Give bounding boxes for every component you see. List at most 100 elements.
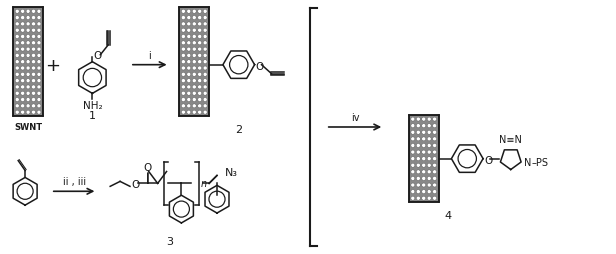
Circle shape — [181, 86, 185, 90]
Circle shape — [15, 23, 19, 27]
Circle shape — [427, 190, 431, 194]
Circle shape — [21, 98, 25, 102]
Circle shape — [192, 104, 197, 108]
Circle shape — [31, 60, 36, 65]
Circle shape — [21, 86, 25, 90]
Circle shape — [187, 111, 191, 115]
Circle shape — [411, 196, 415, 200]
Circle shape — [203, 79, 207, 83]
Circle shape — [432, 137, 437, 141]
Text: O: O — [94, 51, 102, 60]
Circle shape — [427, 150, 431, 154]
Circle shape — [181, 98, 185, 102]
Bar — [14, 8, 43, 117]
Circle shape — [192, 67, 197, 71]
Circle shape — [15, 29, 19, 33]
Circle shape — [192, 79, 197, 83]
Circle shape — [432, 196, 437, 200]
Circle shape — [192, 48, 197, 52]
Circle shape — [198, 35, 201, 39]
Circle shape — [31, 17, 36, 21]
Circle shape — [198, 54, 201, 58]
Circle shape — [422, 177, 426, 181]
Circle shape — [181, 17, 185, 21]
Text: SWNT: SWNT — [14, 123, 42, 132]
Circle shape — [192, 17, 197, 21]
Circle shape — [181, 92, 185, 96]
Circle shape — [203, 92, 207, 96]
Circle shape — [416, 124, 420, 128]
Circle shape — [15, 67, 19, 71]
Circle shape — [198, 67, 201, 71]
Circle shape — [15, 104, 19, 108]
Circle shape — [21, 48, 25, 52]
Circle shape — [31, 23, 36, 27]
Circle shape — [15, 54, 19, 58]
Circle shape — [198, 92, 201, 96]
Circle shape — [432, 170, 437, 174]
Circle shape — [192, 111, 197, 115]
Circle shape — [187, 10, 191, 14]
Circle shape — [181, 67, 185, 71]
Circle shape — [21, 42, 25, 46]
Circle shape — [416, 170, 420, 174]
Circle shape — [422, 150, 426, 154]
Circle shape — [37, 60, 41, 65]
Text: –PS: –PS — [532, 157, 548, 167]
Circle shape — [21, 73, 25, 77]
Circle shape — [198, 86, 201, 90]
Circle shape — [192, 86, 197, 90]
Bar — [179, 8, 209, 117]
Circle shape — [21, 29, 25, 33]
Text: N₃: N₃ — [225, 167, 238, 177]
Circle shape — [37, 54, 41, 58]
Circle shape — [432, 118, 437, 122]
Circle shape — [26, 54, 30, 58]
Circle shape — [411, 150, 415, 154]
Circle shape — [15, 48, 19, 52]
Circle shape — [427, 144, 431, 148]
Circle shape — [416, 131, 420, 135]
Circle shape — [198, 104, 201, 108]
Text: O: O — [144, 162, 152, 172]
Circle shape — [31, 48, 36, 52]
Circle shape — [21, 92, 25, 96]
Circle shape — [26, 23, 30, 27]
Circle shape — [181, 10, 185, 14]
Circle shape — [427, 131, 431, 135]
Circle shape — [427, 118, 431, 122]
Circle shape — [31, 92, 36, 96]
Circle shape — [26, 104, 30, 108]
Circle shape — [26, 35, 30, 39]
Circle shape — [203, 17, 207, 21]
Circle shape — [26, 73, 30, 77]
Circle shape — [37, 35, 41, 39]
Circle shape — [416, 177, 420, 181]
Circle shape — [181, 35, 185, 39]
Circle shape — [37, 92, 41, 96]
Circle shape — [31, 54, 36, 58]
Circle shape — [411, 157, 415, 161]
Circle shape — [31, 10, 36, 14]
Circle shape — [37, 67, 41, 71]
Circle shape — [31, 73, 36, 77]
Text: 3: 3 — [166, 236, 173, 246]
Circle shape — [203, 42, 207, 46]
Circle shape — [187, 17, 191, 21]
Circle shape — [422, 170, 426, 174]
Circle shape — [422, 196, 426, 200]
Circle shape — [411, 190, 415, 194]
Circle shape — [187, 42, 191, 46]
Circle shape — [411, 137, 415, 141]
Circle shape — [15, 17, 19, 21]
Circle shape — [187, 29, 191, 33]
Circle shape — [187, 98, 191, 102]
Circle shape — [427, 124, 431, 128]
Circle shape — [416, 157, 420, 161]
Circle shape — [432, 124, 437, 128]
Circle shape — [187, 23, 191, 27]
Circle shape — [37, 10, 41, 14]
Circle shape — [21, 79, 25, 83]
Circle shape — [416, 144, 420, 148]
Circle shape — [192, 98, 197, 102]
